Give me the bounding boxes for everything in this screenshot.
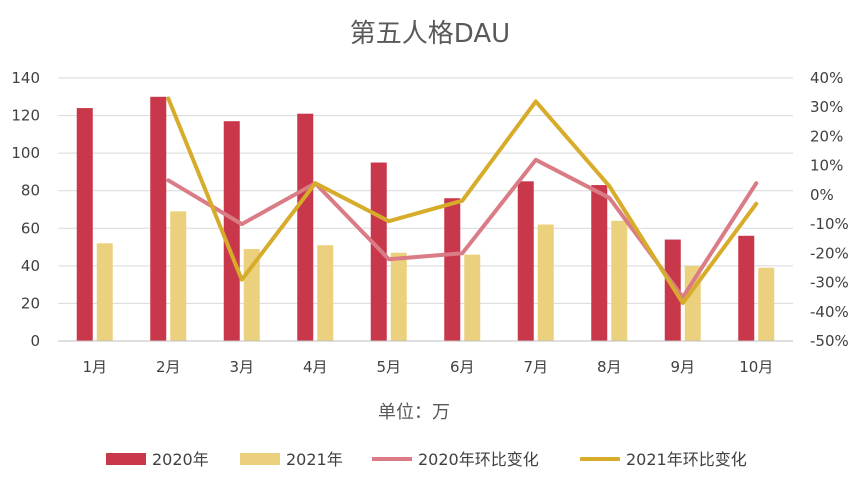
bar-2021年-1月: [96, 243, 113, 341]
bar-2020年-7月: [517, 181, 534, 341]
bar-2020年-2月: [150, 96, 167, 342]
legend-swatch: [240, 453, 280, 465]
y-left-tick-label: 80: [21, 182, 40, 200]
bar-2021年-7月: [537, 224, 554, 341]
bar-2021年-6月: [464, 254, 481, 341]
x-tick-label: 1月: [82, 358, 107, 376]
y-left-tick-label: 20: [21, 294, 40, 312]
x-tick-label: 6月: [450, 358, 475, 376]
legend-label: 2020年环比变化: [418, 450, 539, 469]
bar-2021年-3月: [243, 248, 260, 341]
x-axis: 1月 2月 3月 4月 5月 6月 7月 8月 9月 10月: [58, 340, 793, 376]
x-tick-label: 4月: [303, 358, 328, 376]
x-tick-label: 9月: [670, 358, 695, 376]
y-right-tick-label: 0%: [810, 186, 834, 204]
bar-2020年-1月: [76, 108, 93, 341]
y-axis-right: -50% -40% -30% -20% -10% 0% 10% 20% 30% 40%: [810, 69, 849, 350]
x-tick-label: 8月: [597, 358, 622, 376]
y-left-tick-label: 60: [21, 219, 40, 237]
legend-label: 2020年: [152, 450, 209, 469]
y-right-tick-label: -10%: [810, 215, 849, 233]
y-right-tick-label: -50%: [810, 332, 849, 350]
legend-label: 2021年环比变化: [626, 450, 747, 469]
y-left-tick-label: 120: [11, 107, 40, 125]
bar-2020年-10月: [738, 235, 755, 341]
bar-2020年-6月: [444, 198, 461, 341]
y-right-tick-label: -40%: [810, 303, 849, 321]
x-tick-label: 2月: [156, 358, 181, 376]
x-tick-label: 7月: [523, 358, 548, 376]
x-tick-label: 3月: [229, 358, 254, 376]
bar-2021年-5月: [390, 252, 407, 341]
chart-title: 第五人格DAU: [350, 19, 510, 49]
y-right-tick-label: 10%: [810, 157, 843, 175]
bar-2021年-10月: [758, 267, 775, 341]
y-right-tick-label: 20%: [810, 127, 843, 145]
bar-2020年-4月: [297, 113, 314, 341]
unit-label: 单位：万: [378, 402, 450, 423]
y-left-tick-label: 0: [30, 332, 40, 350]
y-left-tick-label: 100: [11, 144, 40, 162]
legend-label: 2021年: [286, 450, 343, 469]
y-axis-left: 0 20 40 60 80 100 120 140: [11, 69, 40, 350]
bar-2020年-3月: [223, 121, 240, 341]
x-tick-label: 5月: [376, 358, 401, 376]
legend-swatch: [106, 453, 146, 465]
x-tick-label: 10月: [739, 358, 773, 376]
y-left-tick-label: 40: [21, 257, 40, 275]
y-right-tick-label: 30%: [810, 98, 843, 116]
bar-2021年-4月: [317, 245, 334, 341]
legend: 2020年 2021年 2020年环比变化 2021年环比变化: [106, 450, 747, 469]
line-series: [166, 96, 759, 305]
y-right-tick-label: -30%: [810, 274, 849, 292]
line-2021年环比变化: [166, 96, 759, 305]
y-right-tick-label: -20%: [810, 244, 849, 262]
bar-2020年-8月: [591, 185, 608, 341]
bar-2021年-8月: [611, 220, 628, 341]
bar-2021年-9月: [684, 265, 701, 341]
bar-2021年-2月: [170, 211, 187, 341]
y-right-tick-label: 40%: [810, 69, 843, 87]
bar-2020年-5月: [370, 162, 387, 341]
y-left-tick-label: 140: [11, 69, 40, 87]
